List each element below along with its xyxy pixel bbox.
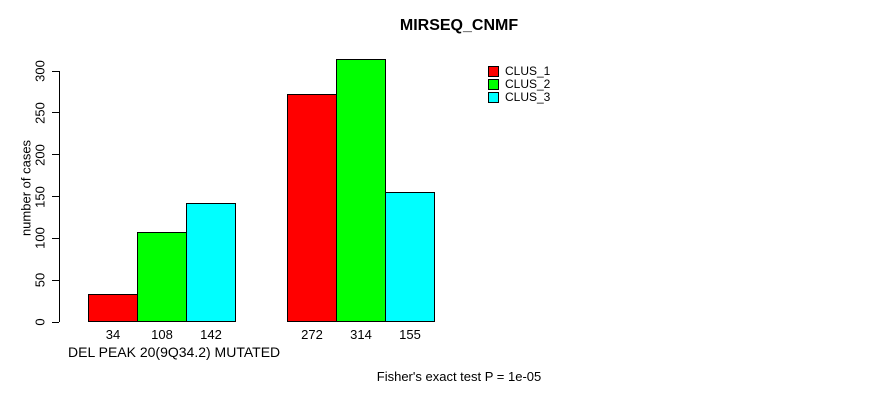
y-tick-mark [52,321,59,323]
legend-entry-clus_2: CLUS_2 [488,78,550,91]
footnote: Fisher's exact test P = 1e-05 [376,369,542,384]
y-tick-mark [52,70,59,72]
bar-clus_1-group1 [88,293,138,322]
bar-clus_3-group2 [385,192,435,322]
y-tick-mark [52,112,59,114]
legend: CLUS_1 CLUS_2 CLUS_3 [488,65,550,104]
y-tick-label: 50 [32,272,48,288]
legend-label: CLUS_2 [505,77,551,91]
legend-label: CLUS_3 [505,90,551,104]
y-tick-label: 0 [32,318,48,326]
y-tick-label: 250 [32,101,48,124]
bar-clus_3-group1 [186,203,236,322]
bar-value-label: 155 [399,327,421,342]
bar-value-label: 314 [350,327,372,342]
y-tick-mark [52,279,59,281]
legend-entry-clus_1: CLUS_1 [488,65,550,78]
legend-swatch-icon [488,79,499,90]
y-tick-mark [52,196,59,197]
y-tick-label: 200 [32,143,48,166]
chart-title: MIRSEQ_CNMF [399,17,519,34]
y-tick-label: 150 [32,185,48,208]
y-axis-line [59,71,60,322]
legend-swatch-icon [488,66,499,77]
bar-value-label: 142 [200,327,222,342]
bar-value-label: 34 [105,327,121,342]
y-tick-label: 300 [32,60,48,82]
legend-label: CLUS_1 [505,64,551,78]
y-axis-label: number of cases [18,139,34,237]
x-axis-label: DEL PEAK 20(9Q34.2) MUTATED [68,344,281,360]
bar-clus_2-group1 [137,231,187,322]
legend-swatch-icon [488,92,499,103]
y-tick-mark [52,237,59,239]
bar-clus_1-group2 [287,94,337,322]
y-tick-label: 100 [32,227,48,250]
y-tick-mark [52,154,59,156]
bar-clus_2-group2 [336,59,386,322]
bar-value-label: 272 [301,327,323,342]
legend-entry-clus_3: CLUS_3 [488,91,550,104]
bar-value-label: 108 [151,327,173,342]
